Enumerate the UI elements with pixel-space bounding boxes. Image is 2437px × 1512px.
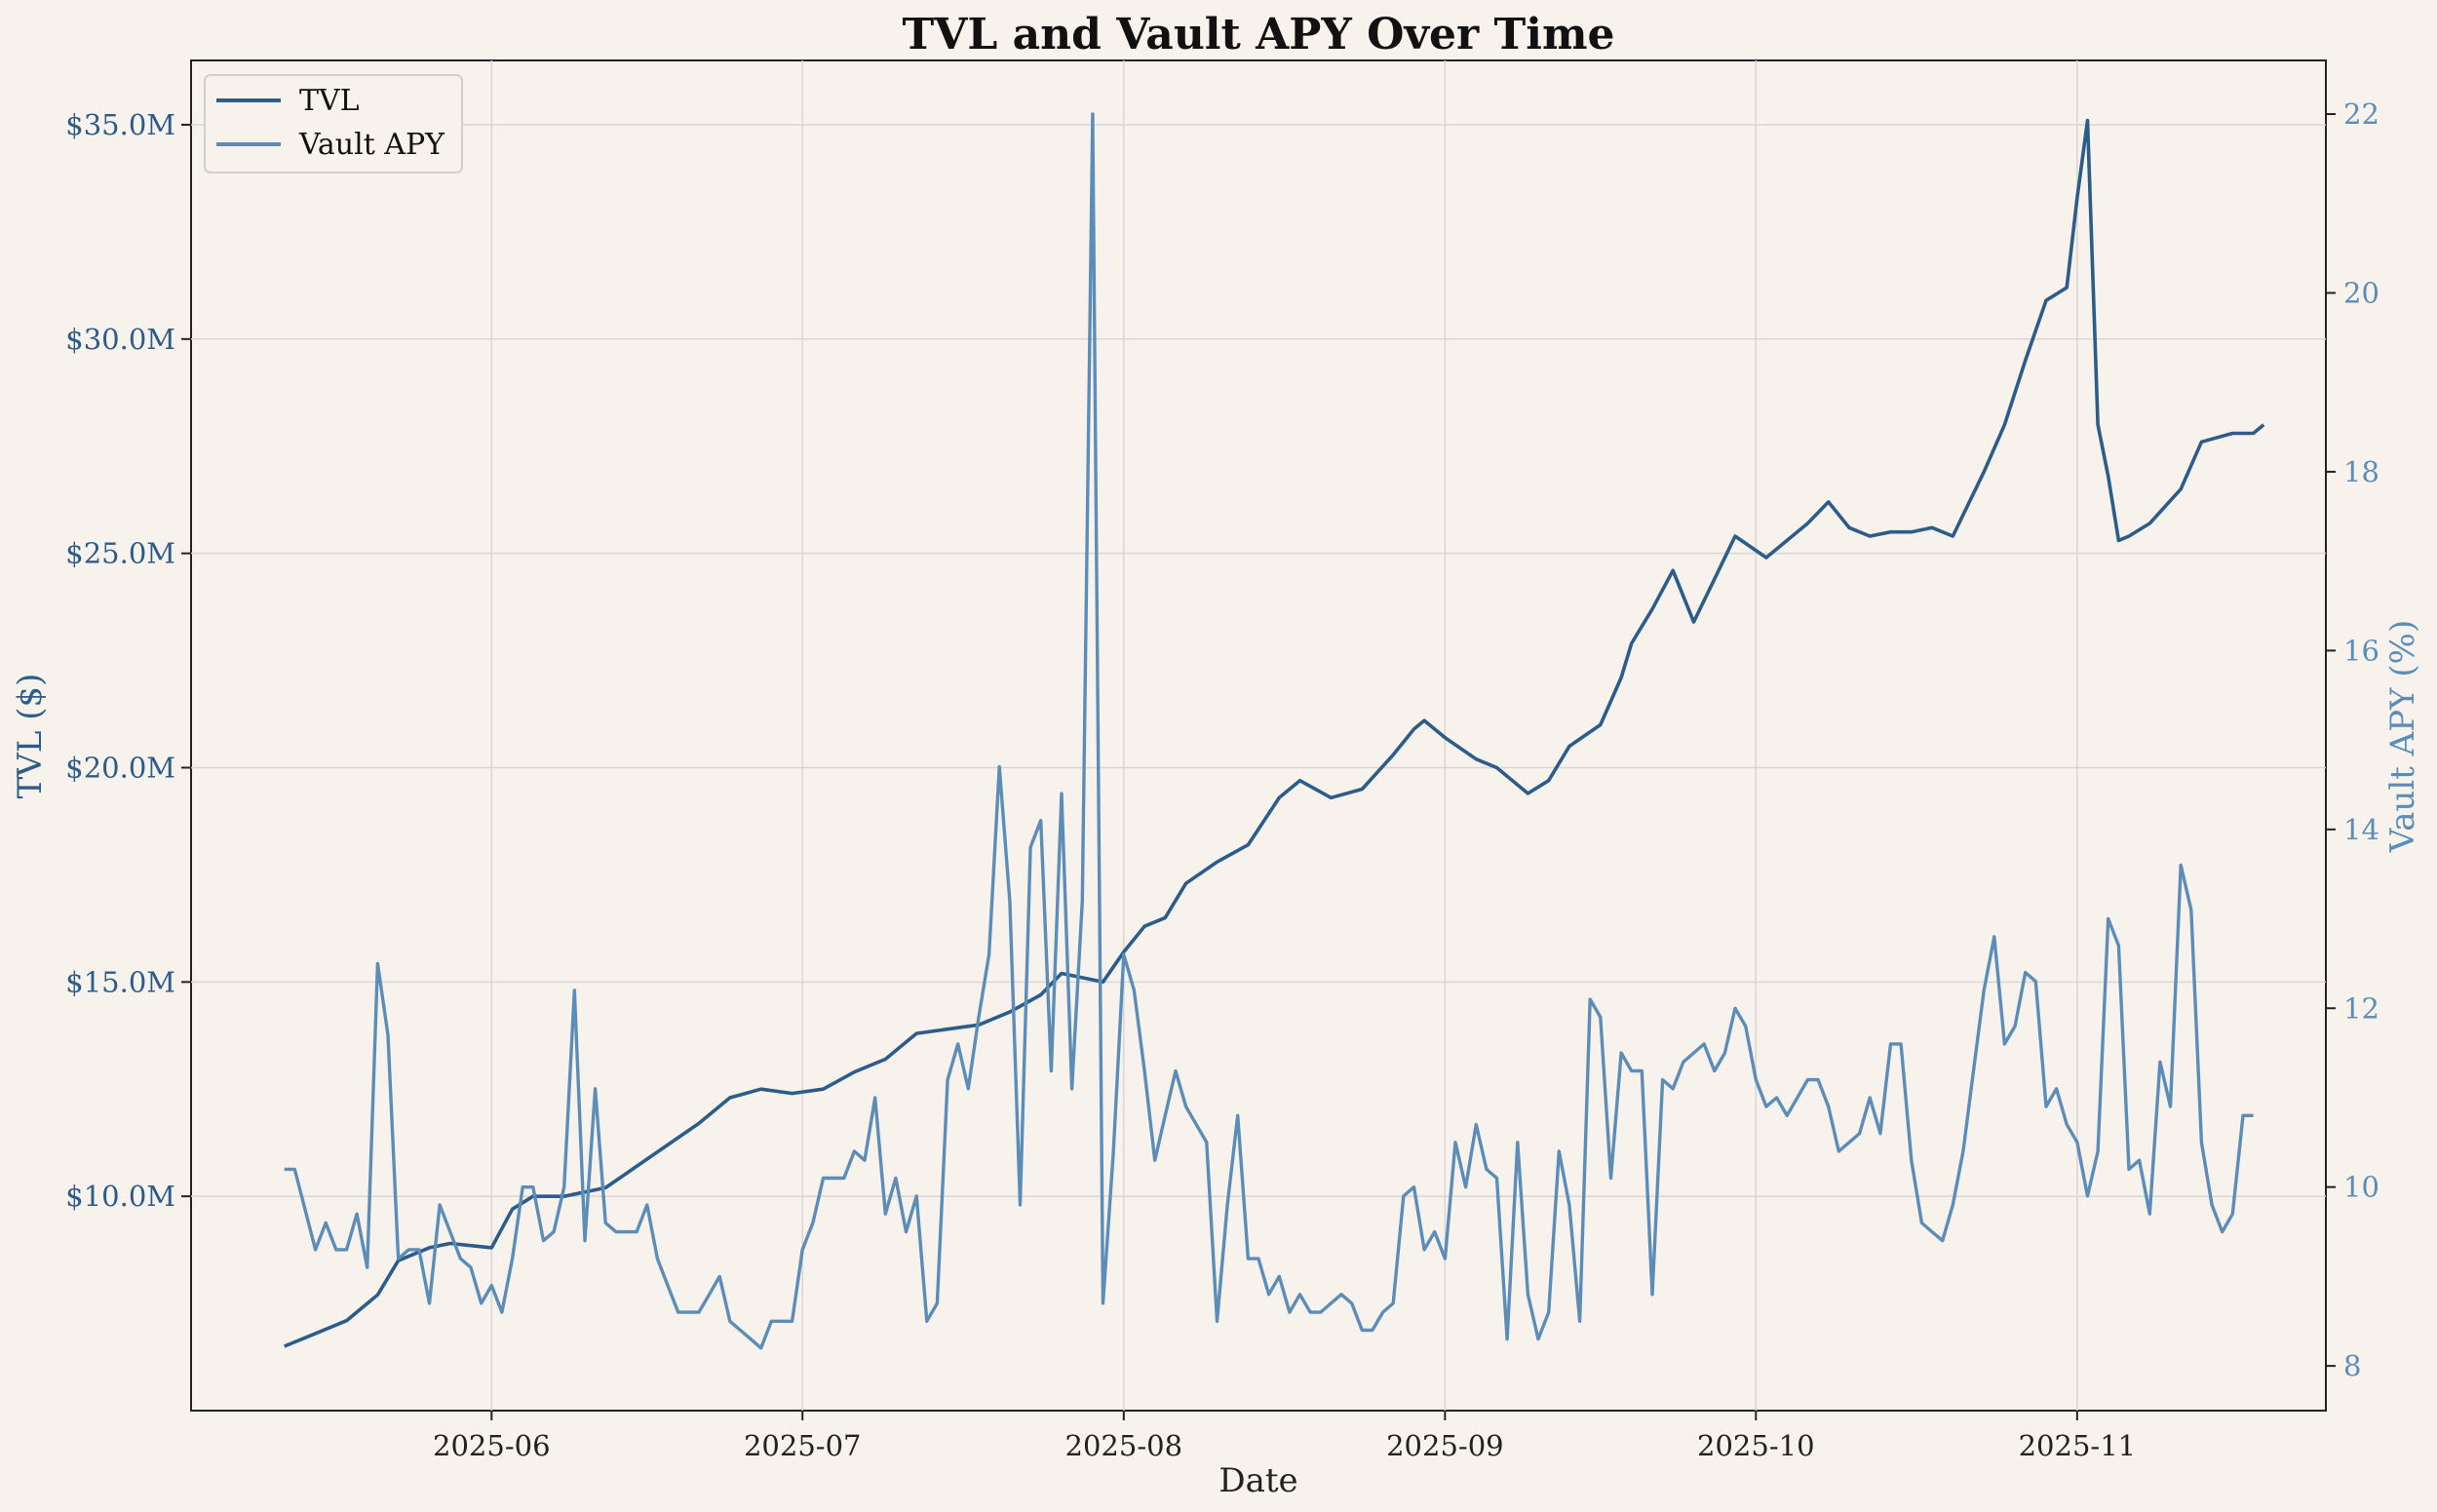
chart-title: TVL and Vault APY Over Time <box>902 10 1614 59</box>
y-left-tick-label: $15.0M <box>65 965 175 998</box>
y-right-tick-label: 12 <box>2343 991 2379 1025</box>
grid-lines <box>191 60 2326 1411</box>
x-tick-label: 2025-08 <box>1065 1429 1183 1462</box>
series-lines <box>284 112 2265 1350</box>
x-tick-label: 2025-09 <box>1386 1429 1504 1462</box>
legend: TVL Vault APY <box>204 74 463 174</box>
y-right-tick-label: 22 <box>2343 97 2379 131</box>
legend-label-apy: Vault APY <box>298 128 445 162</box>
y-axis-right-label: Vault APY (%) <box>2383 620 2422 853</box>
y-right-tick-label: 10 <box>2343 1171 2379 1204</box>
y-right-tick-label: 16 <box>2343 634 2379 667</box>
y-right-tick-label: 8 <box>2343 1349 2361 1382</box>
x-tick-label: 2025-06 <box>433 1429 551 1462</box>
series-line-apy <box>284 112 2254 1350</box>
legend-label-tvl: TVL <box>299 84 360 118</box>
y-left-tick-label: $25.0M <box>65 537 175 570</box>
y-right-tick-label: 14 <box>2343 813 2379 846</box>
y-axis-left-label: TVL ($) <box>11 674 50 799</box>
series-line-tvl <box>284 118 2265 1348</box>
x-tick-label: 2025-11 <box>2019 1429 2137 1462</box>
axis-ticks: 2025-06 2025-07 2025-08 2025-09 2025-10 2025-… <box>65 97 2379 1462</box>
x-tick-label: 2025-10 <box>1697 1429 1815 1462</box>
x-tick-label: 2025-07 <box>744 1429 862 1462</box>
y-right-tick-label: 18 <box>2343 455 2379 488</box>
plot-area-frame <box>190 59 2327 1412</box>
y-left-tick-label: $30.0M <box>65 323 175 356</box>
y-left-tick-label: $20.0M <box>65 751 175 784</box>
y-right-tick-label: 20 <box>2343 276 2379 309</box>
y-left-tick-label: $35.0M <box>65 108 175 141</box>
y-left-tick-label: $10.0M <box>65 1180 175 1213</box>
x-axis-label: Date <box>1218 1461 1297 1500</box>
